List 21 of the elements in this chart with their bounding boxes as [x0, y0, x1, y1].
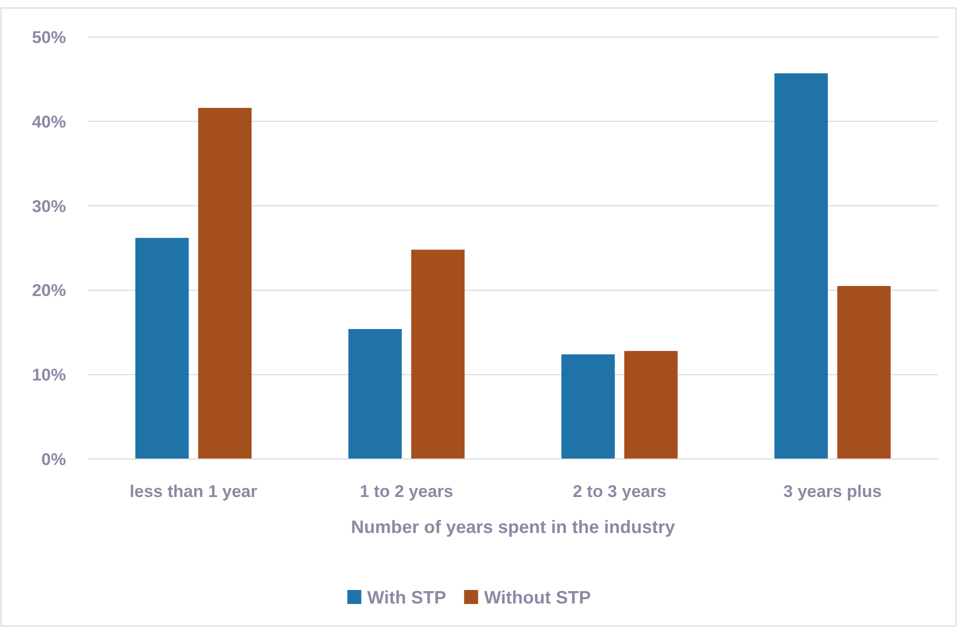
y-tick-label: 0% — [41, 450, 66, 469]
x-tick-label: 2 to 3 years — [572, 482, 666, 501]
x-tick-label: less than 1 year — [130, 482, 258, 501]
bar — [837, 286, 891, 459]
bar — [624, 350, 678, 459]
y-tick-label: 20% — [32, 281, 66, 300]
bar — [561, 354, 615, 459]
bar — [198, 108, 252, 459]
y-tick-label: 50% — [32, 28, 66, 47]
y-tick-label: 30% — [32, 196, 66, 216]
bar — [774, 73, 828, 459]
bar — [135, 238, 189, 459]
y-tick-label: 10% — [32, 366, 66, 385]
x-tick-label: 3 years plus — [783, 482, 882, 501]
bar — [411, 250, 465, 459]
legend-label: Without STP — [484, 587, 591, 608]
bar — [348, 329, 402, 459]
x-axis-title: Number of years spent in the industry — [350, 517, 676, 537]
y-tick-label: 40% — [32, 112, 66, 132]
legend-label: With STP — [367, 587, 446, 608]
x-tick-label: 1 to 2 years — [360, 482, 454, 501]
